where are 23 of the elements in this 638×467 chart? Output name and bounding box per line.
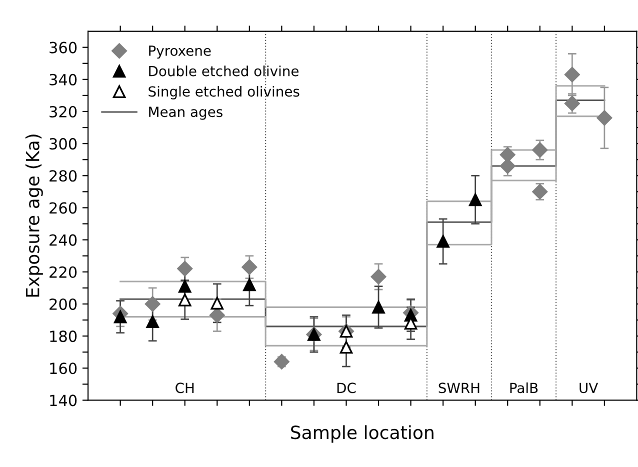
y-tick-label: 140 (50, 394, 77, 406)
y-tick-label: 240 (50, 234, 77, 246)
y-tick-label: 160 (50, 362, 77, 374)
y-tick-label: 280 (50, 170, 77, 182)
annotation: CH (176, 382, 194, 394)
annotation: SWRH (438, 382, 480, 394)
y-tick-label: 300 (50, 138, 77, 150)
y-axis-title: Exposure age (Ka) (25, 134, 43, 297)
annotation: DC (337, 382, 356, 394)
legend-label: Double etched olivine (149, 66, 299, 76)
y-tick-label: 360 (50, 42, 77, 54)
y-tick-label: 340 (50, 74, 77, 86)
y-tick-label: 320 (50, 106, 77, 118)
annotation: UV (580, 382, 598, 394)
legend-label: Mean ages (149, 106, 222, 120)
x-axis-title: Sample location (291, 425, 434, 443)
y-tick-label: 200 (50, 298, 77, 310)
legend-label: Single etched olivines (148, 86, 300, 100)
y-tick-label: 220 (50, 266, 77, 278)
y-tick-label: 180 (50, 330, 77, 342)
legend-label: Pyroxene (149, 46, 211, 59)
y-tick-label: 260 (50, 202, 77, 214)
annotation: PalB (510, 382, 538, 394)
